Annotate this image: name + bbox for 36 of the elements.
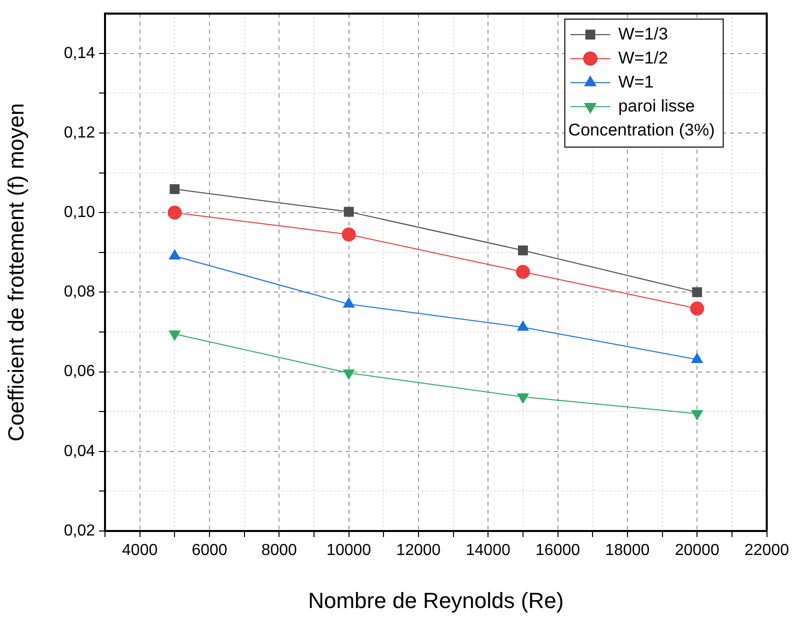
point — [344, 206, 354, 217]
y-tick-label: 0,08 — [64, 284, 96, 301]
x-tick-label: 20000 — [674, 542, 720, 560]
legend-label: W=1/2 — [618, 48, 668, 68]
y-tick-label: 0,10 — [64, 204, 96, 222]
x-tick-label: 22000 — [744, 542, 790, 560]
legend-label: paroi lisse — [618, 96, 695, 116]
point — [342, 369, 355, 380]
point — [170, 184, 180, 194]
x-tick-label: 6000 — [192, 542, 228, 560]
y-tick-label: 0,04 — [64, 442, 96, 460]
y-tick-label: 0,06 — [64, 363, 96, 380]
point — [516, 393, 530, 404]
x-tick-label: 14000 — [466, 542, 510, 560]
y-tick-label: 0,02 — [64, 522, 96, 540]
legend-title: Concentration (3%) — [568, 120, 715, 140]
y-tick-label: 0,14 — [64, 44, 96, 62]
point — [692, 287, 702, 298]
point — [690, 302, 704, 316]
x-tick-label: 12000 — [396, 542, 441, 560]
x-tick-label: 16000 — [536, 542, 580, 560]
y-axis-title: Coefficient de frottement (f) moyen — [3, 103, 28, 442]
legend-label: W=1 — [618, 72, 654, 92]
y-tick-label: 0,12 — [64, 124, 96, 142]
point — [516, 264, 530, 279]
point — [168, 206, 182, 220]
point — [691, 410, 704, 421]
x-tick-label: 4000 — [122, 542, 158, 560]
x-axis-title: Nombre de Reynolds (Re) — [308, 588, 564, 613]
x-tick-label: 10000 — [326, 542, 372, 560]
legend-label: W=1/3 — [618, 24, 668, 44]
point — [168, 330, 181, 341]
x-tick-label: 18000 — [605, 542, 650, 560]
point — [342, 227, 356, 242]
point — [518, 245, 528, 256]
x-tick-label: 8000 — [261, 542, 298, 560]
